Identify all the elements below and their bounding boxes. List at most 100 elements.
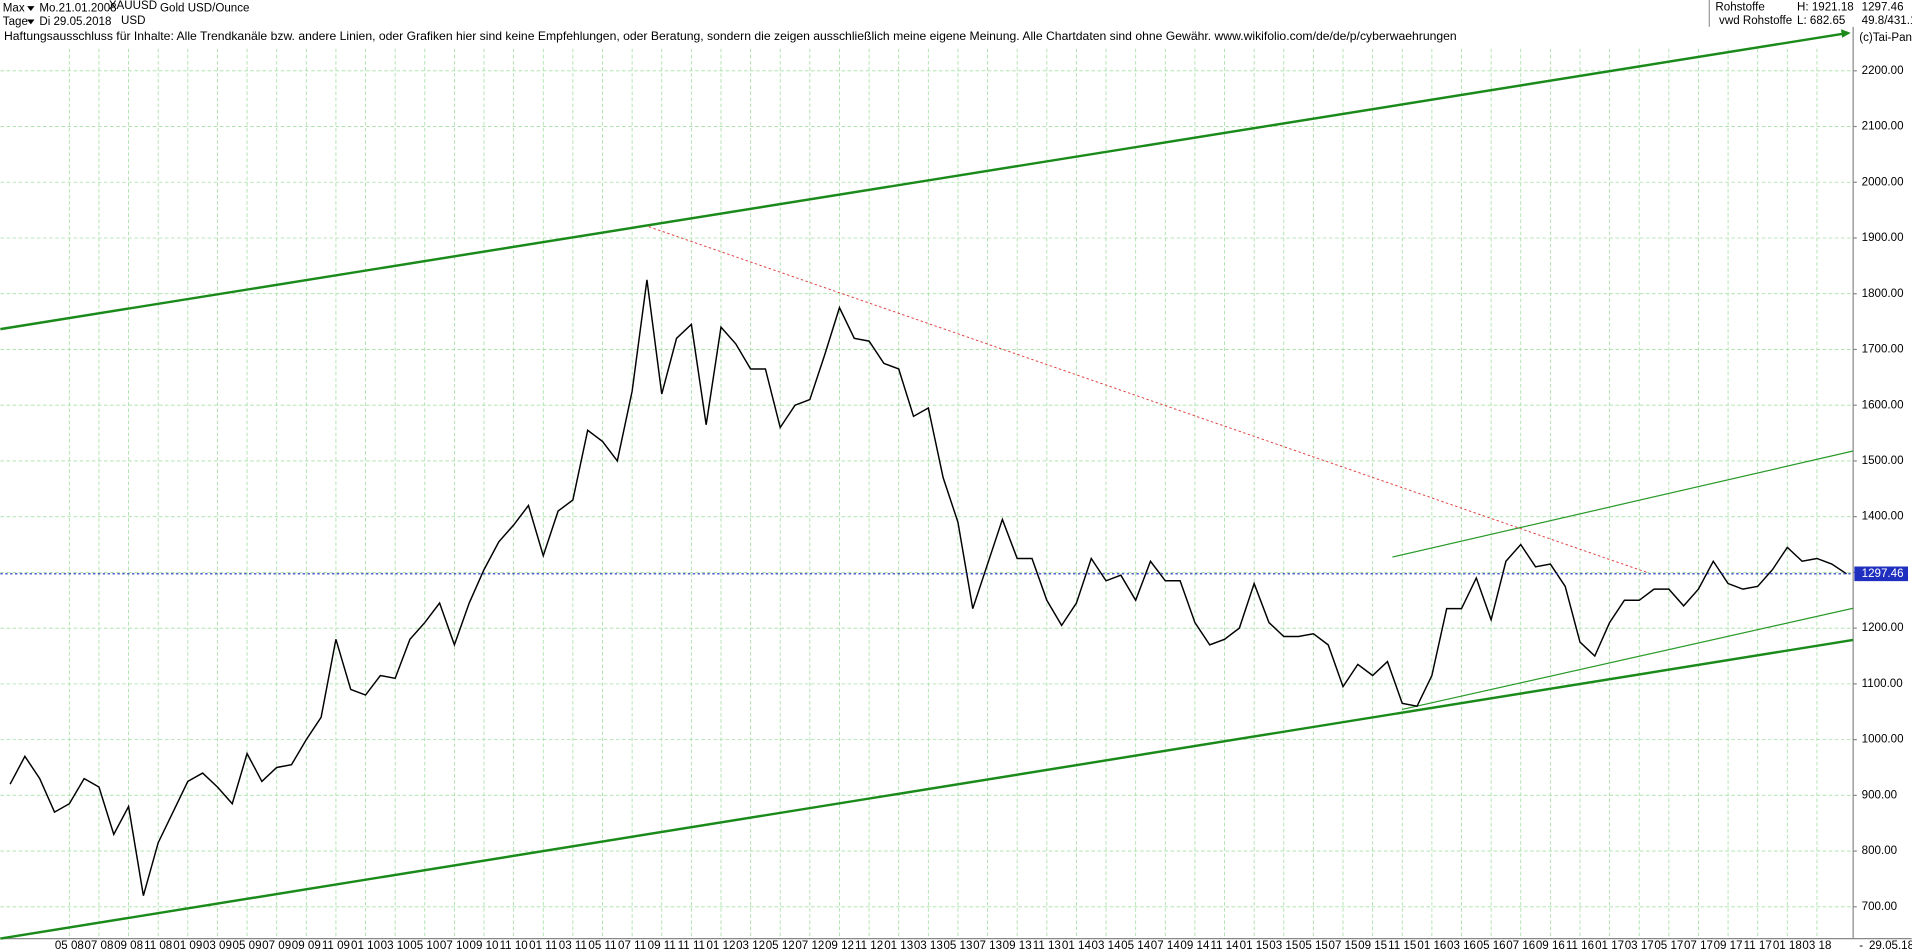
y-tick-label: 1500.00 <box>1862 455 1904 467</box>
y-tick-label: 800.00 <box>1862 845 1897 857</box>
x-tick-label: 01 14 <box>1062 940 1092 952</box>
copyright: (c)Tai-Pan <box>1859 32 1912 44</box>
x-tick-label: 11 14 <box>1210 940 1239 952</box>
y-tick-label: 1000.00 <box>1862 734 1904 746</box>
range[interactable]: Max <box>3 3 25 15</box>
x-tick-label: 05 17 <box>1654 940 1683 952</box>
x-tick-label: 07 16 <box>1506 940 1535 952</box>
x-tick-label: 03 15 <box>1269 940 1298 952</box>
x-tick-label: 01 16 <box>1417 940 1446 952</box>
y-tick-label: 2200.00 <box>1862 65 1904 77</box>
x-tick-label: 11 15 <box>1388 940 1416 952</box>
end-dash: - <box>1859 940 1863 952</box>
x-tick-label: 11 13 <box>1033 940 1061 952</box>
y-tick-label: 1100.00 <box>1862 678 1903 690</box>
dropdown-icon[interactable] <box>27 6 35 11</box>
x-tick-label: 09 16 <box>1536 940 1565 952</box>
dropdown-icon[interactable] <box>27 19 35 25</box>
last-price-box <box>1854 566 1908 582</box>
x-tick-label: 09 09 <box>292 940 321 952</box>
x-tick-label: 07 10 <box>440 940 469 952</box>
y-tick-label: 900.00 <box>1862 789 1897 801</box>
trend-channel-upper <box>0 31 1849 331</box>
ratio: 49.8/431.1 <box>1862 15 1912 27</box>
x-tick-label: 05 13 <box>943 940 972 952</box>
y-tick-label: 1700.00 <box>1862 344 1904 356</box>
price-line <box>9 279 1847 896</box>
x-tick-label: 11 17 <box>1744 940 1772 952</box>
y-tick-label: 1900.00 <box>1862 232 1904 244</box>
x-tick-label: 01 13 <box>884 940 913 952</box>
x-tick-label: 09 17 <box>1714 940 1743 952</box>
x-tick-label: 07 09 <box>262 940 291 952</box>
x-tick-label: 05 11 <box>588 940 616 952</box>
last-price: 1297.46 <box>1862 1 1904 13</box>
instrument-name: Gold USD/Ounce <box>160 3 249 15</box>
x-tick-label: 01 17 <box>1595 940 1624 952</box>
x-tick-label: 11 12 <box>855 940 883 952</box>
high: H: 1921.18 <box>1797 1 1854 13</box>
y-tick-label: 1400.00 <box>1862 511 1904 523</box>
x-tick-label: 01 15 <box>1240 940 1269 952</box>
resistance-line <box>648 226 1649 574</box>
x-tick-label: 05 12 <box>766 940 795 952</box>
y-tick-label: 1800.00 <box>1862 288 1904 300</box>
chart-title: Haftungsausschluss für Inhalte: Alle Tre… <box>4 29 1457 43</box>
last-price-label: 1297.46 <box>1862 568 1904 580</box>
period[interactable]: Tage <box>3 16 28 28</box>
x-tick-label: 03 09 <box>203 940 232 952</box>
x-tick-label: 11 11 <box>678 940 705 952</box>
x-tick-label: 01 11 <box>529 940 557 952</box>
x-tick-label: 07 13 <box>973 940 1002 952</box>
x-tick-label: 11 09 <box>322 940 350 952</box>
x-tick-label: 09 10 <box>470 940 499 952</box>
trend-channel-lower <box>0 638 1854 940</box>
x-tick-label: 01 18 <box>1773 940 1802 952</box>
y-tick-label: 700.00 <box>1862 901 1897 913</box>
x-tick-label: 01 12 <box>706 940 735 952</box>
x-tick-label: 09 14 <box>1180 940 1210 952</box>
x-tick-label: 05 16 <box>1477 940 1506 952</box>
end-date: Di 29.05.2018 <box>39 16 111 28</box>
x-tick-label: 09 11 <box>648 940 676 952</box>
end-date-short: 29.05.18 <box>1869 940 1912 952</box>
source: vwd Rohstoffe <box>1719 15 1792 27</box>
x-tick-label: 05 15 <box>1299 940 1328 952</box>
header-bg <box>0 0 1854 30</box>
x-tick-label: 09 12 <box>825 940 854 952</box>
x-tick-label: 09 13 <box>1003 940 1032 952</box>
data-layer <box>0 279 1854 896</box>
x-tick-label: 07 11 <box>618 940 646 952</box>
x-tick-label: 01 10 <box>351 940 380 952</box>
x-tick-label: 03 18 <box>1802 940 1831 952</box>
x-tick-label: 05 08 <box>55 940 84 952</box>
grid <box>0 48 1854 939</box>
x-tick-label: 01 09 <box>173 940 202 952</box>
start-date: Mo.21.01.2008 <box>39 3 116 15</box>
low: L: 682.65 <box>1797 15 1845 27</box>
x-tick-label: 11 10 <box>500 940 528 952</box>
x-tick-label: 07 08 <box>84 940 113 952</box>
x-tick-label: 03 13 <box>914 940 943 952</box>
x-tick-label: 05 10 <box>410 940 439 952</box>
currency: USD <box>121 15 145 27</box>
x-tick-label: 03 12 <box>736 940 765 952</box>
x-tick-label: 07 14 <box>1151 940 1181 952</box>
symbol: XAUUSD <box>109 0 157 12</box>
x-tick-label: 03 17 <box>1625 940 1654 952</box>
x-tick-label: 07 15 <box>1329 940 1358 952</box>
y-tick-label: 1200.00 <box>1862 622 1904 634</box>
x-tick-label: 03 14 <box>1092 940 1122 952</box>
x-tick-label: 03 16 <box>1447 940 1476 952</box>
arrow <box>1840 29 1851 38</box>
y-tick-label: 2000.00 <box>1862 176 1904 188</box>
trend-line <box>1402 607 1854 711</box>
x-tick-label: 11 16 <box>1566 940 1594 952</box>
y-tick-label: 1600.00 <box>1862 399 1904 411</box>
x-tick-label: 07 17 <box>1684 940 1713 952</box>
x-tick-label: 05 09 <box>233 940 262 952</box>
group: Rohstoffe <box>1715 1 1764 13</box>
x-tick-label: 11 08 <box>144 940 172 952</box>
